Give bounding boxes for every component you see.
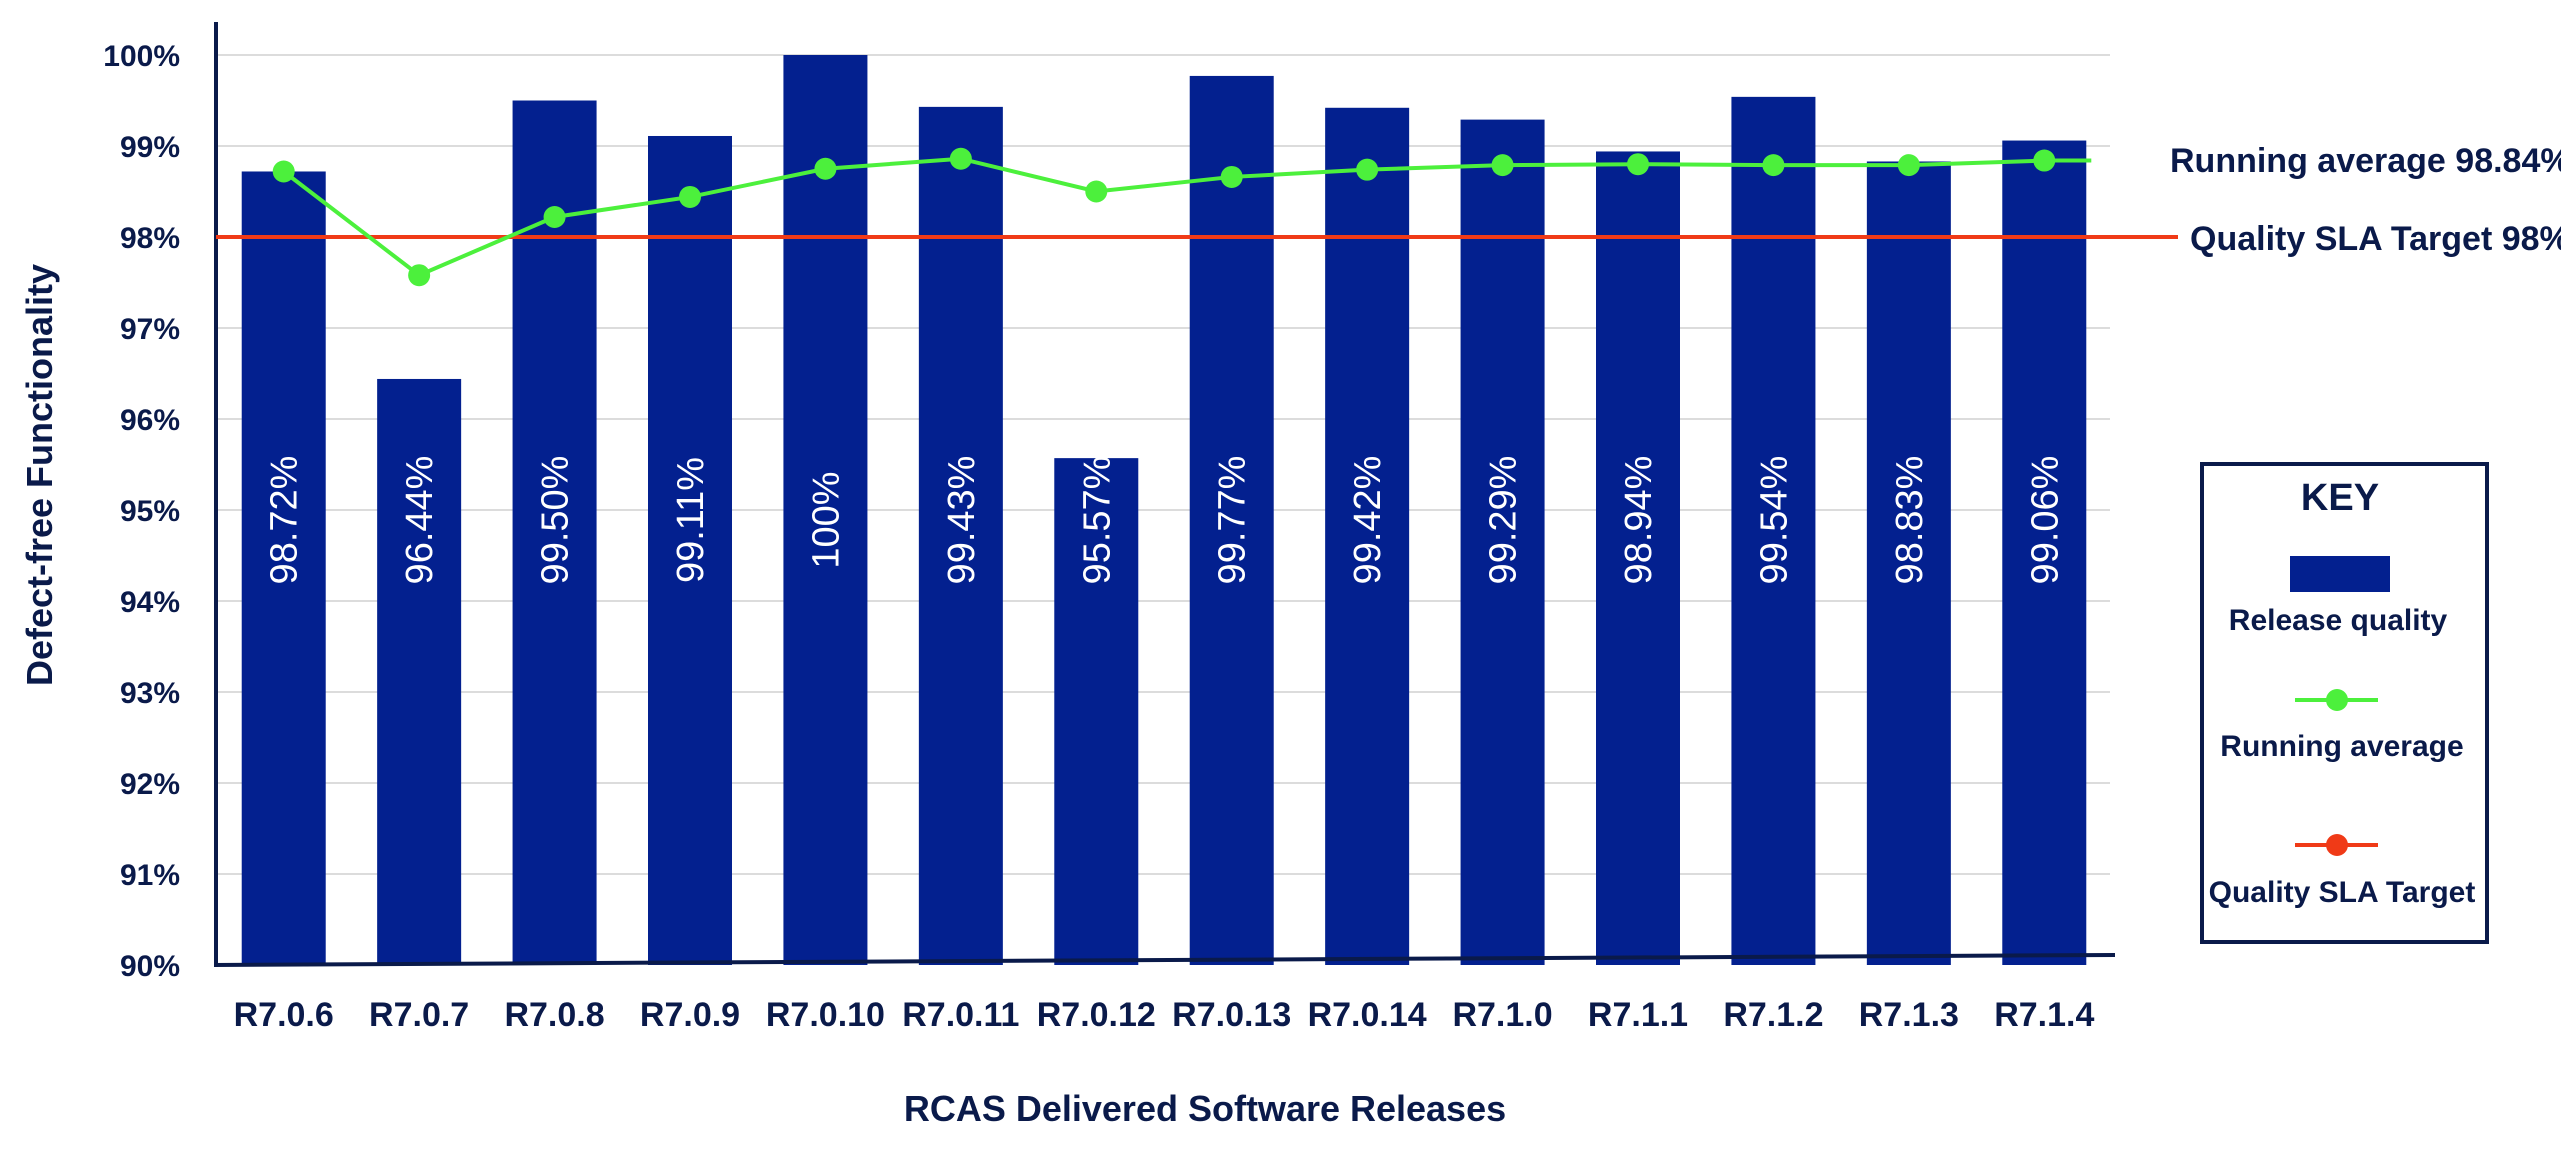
bar-data-label: 98.72% <box>264 456 306 585</box>
bar <box>1325 107 1410 965</box>
bar <box>1460 119 1545 966</box>
running-average-point <box>1220 165 1243 188</box>
bar <box>1189 75 1274 966</box>
x-tick-label: R7.0.13 <box>1172 996 1291 1034</box>
y-tick-labels: 90% 91% 92% 93% 94% 95% 96% 97% 98% 99% 100% <box>103 40 180 983</box>
y-axis-title: Defect-free Functionality <box>19 264 60 686</box>
running-average-point <box>949 147 972 170</box>
legend-label-running-average: Running average <box>2220 730 2463 763</box>
legend-label-release-quality: Release quality <box>2229 604 2448 637</box>
sla-target-annotation: Quality SLA Target 98% <box>2190 220 2561 258</box>
bar <box>1866 161 1951 966</box>
running-average-annotation: Running average 98.84% <box>2170 142 2561 180</box>
y-tick-label: 90% <box>120 950 180 983</box>
axes <box>213 22 2116 967</box>
x-tick-label: R7.1.4 <box>1994 996 2094 1034</box>
running-average-point <box>679 185 701 208</box>
running-average-point <box>1762 154 1785 177</box>
bar <box>783 55 868 965</box>
bar-data-label: 98.83% <box>1889 456 1931 585</box>
y-tick-label: 100% <box>103 40 180 73</box>
bar-data-label: 95.57% <box>1076 456 1118 585</box>
bar <box>648 135 732 966</box>
y-tick-label: 99% <box>120 131 180 164</box>
bar-data-label: 99.43% <box>941 456 983 585</box>
x-tick-label: R7.1.1 <box>1588 996 1688 1034</box>
x-tick-label: R7.0.10 <box>766 996 885 1034</box>
bar-data-label: 99.06% <box>2024 456 2066 585</box>
x-tick-label: R7.0.12 <box>1037 996 1156 1034</box>
bar <box>2002 140 2087 966</box>
x-tick-label: R7.0.7 <box>369 996 469 1034</box>
y-tick-label: 92% <box>120 768 180 801</box>
bar <box>241 171 326 966</box>
x-axis-title: RCAS Delivered Software Releases <box>904 1088 1506 1129</box>
running-average-point <box>272 160 295 183</box>
x-tick-label: R7.0.11 <box>902 996 1019 1034</box>
legend-sla-target-marker <box>2326 834 2348 856</box>
x-tick-label: R7.1.2 <box>1723 996 1823 1034</box>
legend-title: KEY <box>2301 477 2379 519</box>
y-tick-label: 91% <box>120 859 180 892</box>
bar-data-label: 96.44% <box>399 456 441 585</box>
x-tick-label: R7.1.0 <box>1452 996 1552 1034</box>
y-tick-label: 97% <box>120 313 180 346</box>
x-tick-label: R7.0.8 <box>504 996 604 1034</box>
y-tick-label: 93% <box>120 677 180 710</box>
y-tick-label: 94% <box>120 586 180 619</box>
running-average-point <box>1356 158 1379 181</box>
x-tick-label: R7.0.14 <box>1308 996 1427 1034</box>
x-tick-labels: R7.0.6 R7.0.7 R7.0.8 R7.0.9 R7.0.10 R7.0.11 R7… <box>234 996 2095 1034</box>
bar <box>918 106 1003 966</box>
bar <box>1731 96 1816 966</box>
y-tick-label: 98% <box>120 222 180 255</box>
gridlines <box>216 54 2110 875</box>
legend-bar-swatch <box>2290 556 2390 592</box>
bar <box>512 100 597 965</box>
bar-data-label: 99.29% <box>1483 456 1525 585</box>
bar-data-label: 100% <box>805 471 847 568</box>
bar-data-label: 99.54% <box>1753 456 1795 585</box>
bar-data-label: 98.94% <box>1618 456 1660 585</box>
legend-label-sla-target: Quality SLA Target <box>2209 876 2476 909</box>
y-tick-label: 95% <box>120 495 180 528</box>
running-average-point <box>1897 154 1920 177</box>
x-axis-line <box>213 953 2116 967</box>
running-average-point <box>1491 154 1514 177</box>
lines <box>216 147 2178 287</box>
running-average-point <box>543 205 566 228</box>
running-average-point <box>408 264 431 287</box>
x-tick-label: R7.1.3 <box>1859 996 1959 1034</box>
legend-running-average-marker <box>2326 689 2348 711</box>
bar <box>1596 151 1680 965</box>
running-average-point <box>1085 180 1108 203</box>
x-tick-label: R7.0.6 <box>234 996 334 1034</box>
bar-data-label: 99.11% <box>670 457 712 583</box>
bar-data-label: 99.50% <box>535 456 577 585</box>
running-average-point <box>2033 149 2056 172</box>
bars <box>241 55 2087 966</box>
legend: KEY Release quality Running average Qual… <box>2200 462 2489 944</box>
x-tick-label: R7.0.9 <box>640 996 740 1034</box>
bar-data-label: 99.77% <box>1212 456 1254 585</box>
bar <box>377 378 462 966</box>
bar-labels: 98.72% 96.44% 99.50% 99.11% 100% 99.43% 95.57%… <box>264 456 2067 585</box>
bar <box>1054 458 1139 965</box>
running-average-point <box>1627 153 1649 176</box>
bar-data-label: 99.42% <box>1347 456 1389 585</box>
running-average-point <box>814 157 837 180</box>
y-tick-label: 96% <box>120 404 180 437</box>
